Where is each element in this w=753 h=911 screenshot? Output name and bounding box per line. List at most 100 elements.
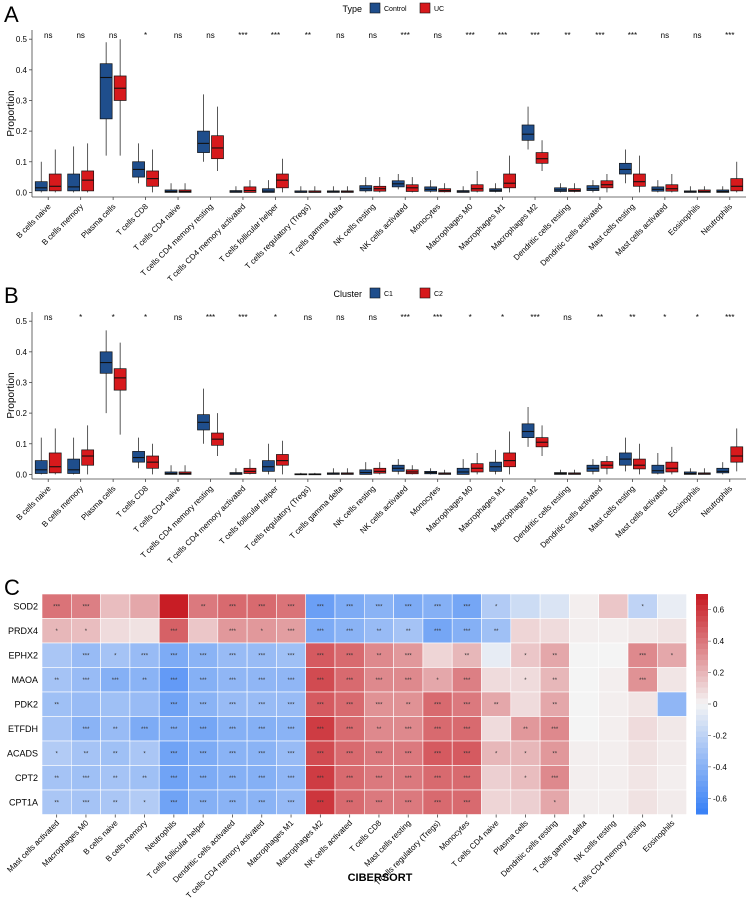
significance-label: * (144, 31, 147, 40)
heatmap-cell (158, 642, 189, 668)
colorbar-label: -0.4 (713, 763, 727, 772)
cell-significance: *** (288, 629, 296, 635)
row-label: EPHX2 (8, 650, 38, 660)
box-control (67, 173, 81, 192)
colorbar-segment (696, 621, 708, 628)
cell-significance: *** (200, 678, 208, 684)
colorbar-segment (696, 660, 708, 666)
cell-significance: *** (53, 604, 61, 610)
cell-significance: *** (551, 776, 559, 782)
x-tick-label: T cells follicular helper (218, 484, 280, 546)
significance-label: * (144, 313, 147, 322)
y-tick-label: 0.5 (16, 35, 28, 44)
x-tick-label: Neutrophils (699, 484, 734, 519)
colorbar-segment (696, 759, 708, 765)
cell-significance: *** (317, 629, 325, 635)
colorbar-segment (696, 720, 708, 727)
heatmap-cell (158, 691, 189, 717)
heatmap-cell (598, 691, 629, 717)
cell-significance: *** (200, 702, 208, 708)
significance-label: *** (238, 31, 247, 40)
heatmap-cell (305, 765, 336, 791)
cell-significance: ** (523, 727, 528, 733)
heatmap-cell (598, 618, 629, 644)
cell-significance: *** (346, 776, 354, 782)
panel-a-boxplot: Type Control UC 0.0 0.1 0.2 0.3 0.4 0.5 Proportio… (6, 2, 746, 284)
heatmap-cell (451, 667, 482, 693)
legend-swatch (419, 287, 431, 299)
box-uc (535, 152, 549, 164)
significance-label: ns (109, 31, 117, 40)
cell-significance: *** (229, 751, 237, 757)
significance-label: ** (597, 313, 603, 322)
heatmap-cell (481, 642, 512, 668)
cell-significance: *** (82, 653, 90, 659)
cell-significance: *** (375, 604, 383, 610)
heatmap-cell (422, 740, 453, 766)
heatmap-cell (71, 789, 101, 815)
colorbar-segment (696, 770, 708, 776)
cell-significance: ** (406, 629, 411, 635)
heatmap-cell (393, 593, 424, 619)
significance-label: *** (530, 313, 539, 322)
heatmap-cell (41, 618, 72, 644)
box-c2 (81, 449, 95, 466)
heatmap-cell (569, 691, 600, 717)
significance-label: ** (305, 31, 311, 40)
heatmap-cell (481, 716, 512, 742)
heatmap-cell (539, 593, 570, 619)
heatmap-cell (100, 691, 131, 717)
significance-label: ns (336, 31, 344, 40)
heatmap-cell (627, 691, 658, 717)
panel-label-a: A (4, 2, 19, 27)
box-c2 (113, 368, 127, 391)
cell-significance: *** (258, 653, 266, 659)
cell-significance: * (495, 604, 498, 610)
cell-significance: * (524, 653, 527, 659)
cell-significance: *** (317, 653, 325, 659)
box-c1 (262, 460, 275, 472)
cell-significance: *** (317, 678, 325, 684)
colorbar-segment (696, 654, 708, 661)
cell-significance: *** (170, 727, 178, 733)
colorbar-segment (696, 753, 708, 760)
legend-swatch (369, 287, 381, 299)
cell-significance: *** (463, 727, 471, 733)
significance-label: *** (725, 313, 734, 322)
heatmap-cell (627, 618, 658, 644)
heatmap-cell (276, 593, 306, 619)
cell-significance: ** (377, 629, 382, 635)
significance-label: *** (433, 313, 442, 322)
colorbar-segment (696, 709, 708, 716)
box-uc (81, 170, 95, 192)
cell-significance: ** (465, 653, 470, 659)
box-c1 (132, 451, 145, 463)
y-tick-label: 0.4 (16, 66, 28, 75)
colorbar-segment (696, 605, 708, 611)
heatmap-cell (217, 740, 248, 766)
heatmap-cell (41, 765, 72, 791)
heatmap-cell (41, 667, 72, 693)
heatmap-cell (569, 789, 600, 815)
heatmap-cell (276, 642, 306, 668)
cell-significance: ** (142, 678, 147, 684)
significance-label: *** (465, 31, 474, 40)
significance-label: ns (433, 31, 441, 40)
cell-significance: *** (434, 776, 442, 782)
heatmap-cell (276, 716, 306, 742)
colorbar-segment (696, 797, 708, 804)
heatmap-cell (41, 691, 72, 717)
cell-significance: *** (170, 653, 178, 659)
cell-significance: ** (552, 751, 557, 757)
colorbar-segment (696, 632, 708, 639)
x-tick-label: Monocytes (408, 484, 442, 518)
cell-significance: *** (463, 604, 471, 610)
box-control (262, 188, 275, 193)
heatmap-cell (656, 667, 687, 693)
cell-significance: *** (405, 751, 413, 757)
heatmap-cell (100, 593, 131, 619)
cell-significance: *** (200, 653, 208, 659)
heatmap-cell (100, 642, 131, 668)
column-label: Eosinophils (641, 819, 676, 854)
cell-significance: *** (317, 702, 325, 708)
